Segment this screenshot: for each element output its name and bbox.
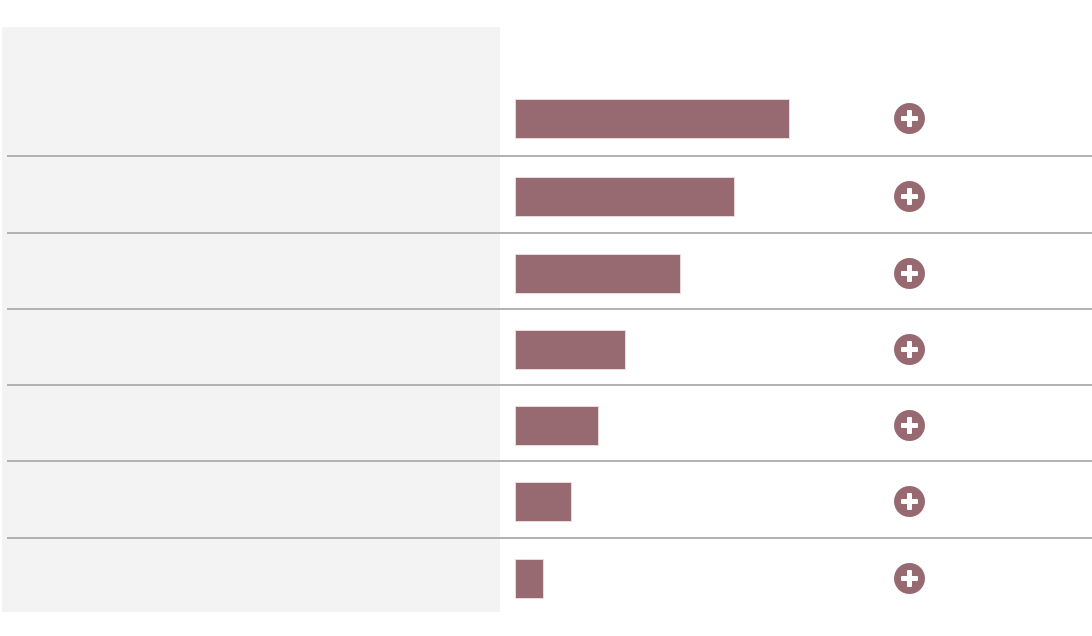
value-bar (516, 100, 789, 138)
table-row (7, 231, 1092, 308)
table-row (7, 79, 1092, 155)
value-bar (516, 178, 735, 217)
value-bar (516, 559, 544, 598)
left-panel (2, 27, 500, 612)
plus-icon (894, 486, 925, 517)
value-bar (516, 483, 571, 522)
add-button[interactable] (894, 257, 925, 289)
add-button[interactable] (894, 486, 925, 518)
table-row (7, 155, 1092, 231)
table-row (7, 384, 1092, 460)
plus-icon (894, 258, 925, 289)
add-button[interactable] (894, 181, 925, 213)
value-bar (516, 330, 626, 369)
add-button[interactable] (894, 410, 925, 442)
plus-icon (894, 563, 925, 594)
add-button[interactable] (894, 562, 925, 594)
plus-icon (894, 334, 925, 365)
plus-icon (894, 103, 925, 134)
results-table (7, 79, 1092, 613)
table-row (7, 307, 1092, 384)
plus-icon (894, 410, 925, 441)
value-bar (516, 407, 598, 446)
value-bar (516, 254, 680, 293)
table-row (7, 536, 1092, 613)
table-row (7, 460, 1092, 536)
add-button[interactable] (894, 333, 925, 365)
plus-icon (894, 181, 925, 212)
add-button[interactable] (894, 103, 925, 134)
